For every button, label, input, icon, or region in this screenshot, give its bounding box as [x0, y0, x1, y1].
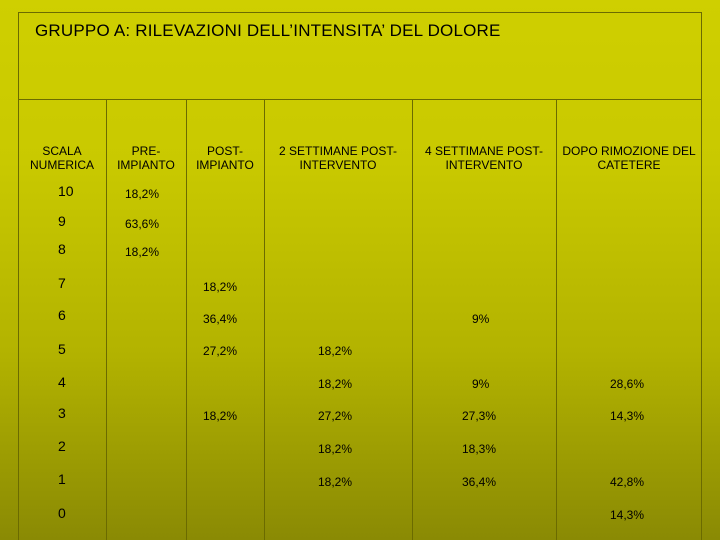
- header-2-settimane: 2 SETTIMANE POST- INTERVENTO: [278, 144, 398, 172]
- score-5: 5: [58, 341, 66, 357]
- cell-post-3: 18,2%: [203, 409, 238, 423]
- cell-w4-4: 9%: [472, 377, 490, 391]
- cell-w4-6: 9%: [472, 312, 490, 326]
- score-2: 2: [58, 438, 66, 454]
- column-divider: [186, 100, 187, 540]
- score-0: 0: [58, 505, 66, 521]
- column-divider: [264, 100, 265, 540]
- score-3: 3: [58, 405, 66, 421]
- cell-rm-1: 42,8%: [610, 475, 645, 489]
- cell-rm-4: 28,6%: [610, 377, 645, 391]
- cell-pre-8: 18,2%: [125, 245, 160, 259]
- cell-w2-2: 18,2%: [318, 442, 353, 456]
- column-divider: [106, 100, 107, 540]
- column-divider: [556, 100, 557, 540]
- header-pre-impianto: PRE- IMPIANTO: [117, 144, 175, 172]
- cell-post-6: 36,4%: [203, 312, 238, 326]
- score-1: 1: [58, 471, 66, 487]
- page-title: GRUPPO A: RILEVAZIONI DELL’INTENSITA’ DE…: [35, 21, 501, 40]
- header-dopo-rimozione: DOPO RIMOZIONE DEL CATETERE: [562, 144, 696, 172]
- cell-w4-3: 27,3%: [462, 409, 497, 423]
- cell-rm-0: 14,3%: [610, 508, 645, 522]
- header-scala-numerica: SCALA NUMERICA: [29, 144, 94, 172]
- cell-pre-10: 18,2%: [125, 187, 160, 201]
- header-4-settimane: 4 SETTIMANE POST- INTERVENTO: [424, 144, 544, 172]
- cell-w4-1: 36,4%: [462, 475, 497, 489]
- cell-w2-1: 18,2%: [318, 475, 353, 489]
- cell-w4-2: 18,3%: [462, 442, 497, 456]
- cell-w2-5: 18,2%: [318, 344, 353, 358]
- title-box: GRUPPO A: RILEVAZIONI DELL’INTENSITA’ DE…: [18, 12, 702, 100]
- cell-post-5: 27,2%: [203, 344, 238, 358]
- cell-pre-9: 63,6%: [125, 217, 160, 231]
- score-7: 7: [58, 275, 66, 291]
- cell-rm-3: 14,3%: [610, 409, 645, 423]
- cell-post-7: 18,2%: [203, 280, 238, 294]
- score-4: 4: [58, 374, 66, 390]
- score-8: 8: [58, 241, 66, 257]
- table-grid: [18, 100, 702, 540]
- score-9: 9: [58, 213, 66, 229]
- header-post-impianto: POST- IMPIANTO: [196, 144, 254, 172]
- score-10: 10: [58, 183, 74, 199]
- column-divider: [412, 100, 413, 540]
- cell-w2-3: 27,2%: [318, 409, 353, 423]
- cell-w2-4: 18,2%: [318, 377, 353, 391]
- score-6: 6: [58, 307, 66, 323]
